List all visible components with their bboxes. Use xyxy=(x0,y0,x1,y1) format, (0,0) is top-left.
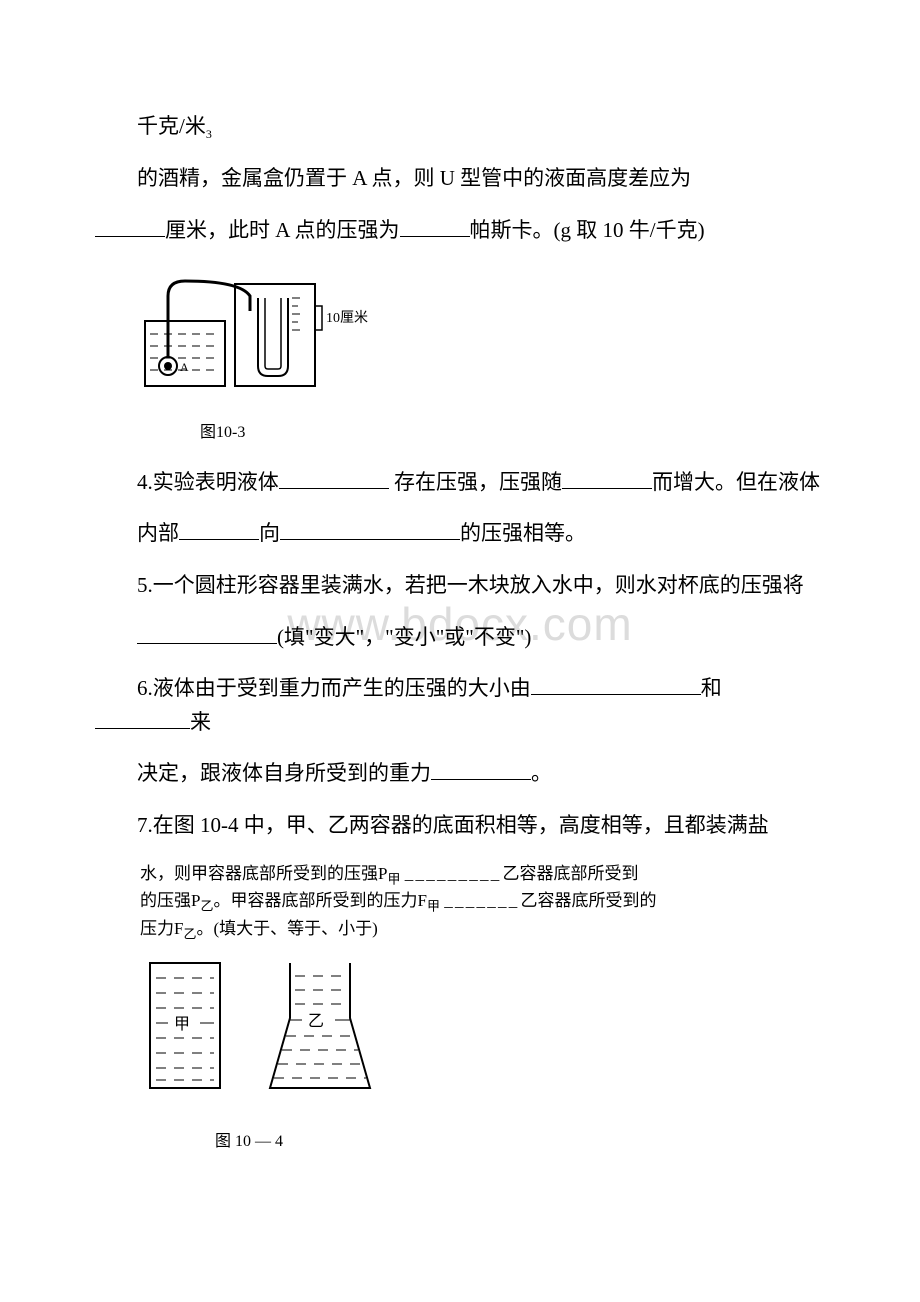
blank-pa xyxy=(400,216,470,237)
fig2-caption: 图 10 — 4 xyxy=(140,1129,825,1155)
figure-10-4: 甲 乙 图 10 — 4 xyxy=(140,958,825,1154)
fig1-caption: 图10-3 xyxy=(140,420,825,446)
p1-text: 千克/米 xyxy=(137,114,206,138)
q6-a: 6.液体由于受到重力而产生的压强的大小由 xyxy=(137,676,531,700)
fig1-10cm-label: 10厘米 xyxy=(326,310,368,326)
p2a: 的酒精，金属盒仍置于 A 点，则 U 型管中的液面高度差应为 xyxy=(95,162,825,196)
blank-q6-3 xyxy=(431,759,531,780)
p1: 千克/米3 xyxy=(95,110,825,144)
q7e-sub2: 乙 xyxy=(200,899,213,914)
q6-d: 决定，跟液体自身所受到的重力 xyxy=(137,761,431,785)
q7e-3b: 。(填大于、等于、小于) xyxy=(196,919,377,938)
q7e-2b: 。甲容器底部所受到的压力F xyxy=(213,891,426,910)
q6-line2: 决定，跟液体自身所受到的重力 。 xyxy=(95,757,825,791)
q7e-sub1: 甲 xyxy=(387,871,400,886)
p1-sub: 3 xyxy=(206,127,212,141)
q4-a: 4.实验表明液体 xyxy=(137,470,279,494)
blank-q4-2 xyxy=(562,468,652,489)
q5-c: (填"变大"，"变小"或"不变") xyxy=(277,625,531,649)
q5: 5.一个圆柱形容器里装满水，若把一木块放入水中，则水对杯底的压强将 xyxy=(95,569,825,603)
q4-line2: 内部 向 的压强相等。 xyxy=(95,517,825,551)
q6-b: 和 xyxy=(701,676,722,700)
q7e-sub3: 甲 xyxy=(427,899,440,914)
yi-label: 乙 xyxy=(308,1013,324,1030)
blank-q5 xyxy=(137,623,277,644)
q7e-1a: 水，则甲容器底部所受到的压强P xyxy=(140,864,387,883)
q7-a: 7.在图 10-4 中，甲、乙两容器的底面积相等，高度相等，且都装满盐 xyxy=(137,813,769,837)
q7e-2a: 的压强P xyxy=(140,891,200,910)
jia-label: 甲 xyxy=(174,1016,190,1033)
blank-q4-1 xyxy=(279,468,389,489)
q6: 6.液体由于受到重力而产生的压强的大小由 和来 xyxy=(95,672,825,739)
q4-d: 内部 xyxy=(137,521,179,545)
q7e-1b: 乙容器底部所受到 xyxy=(502,864,638,883)
blank-cm xyxy=(95,216,165,237)
figure-10-3: A 10厘米 图10-3 xyxy=(140,266,825,446)
q7-embedded: 水，则甲容器底部所受到的压强P甲 _ _ _ _ _ _ _ _ _ 乙容器底部… xyxy=(140,861,825,945)
p2b-b: 帕斯卡。(g 取 10 牛/千克) xyxy=(470,218,705,242)
q7: 7.在图 10-4 中，甲、乙两容器的底面积相等，高度相等，且都装满盐 xyxy=(95,809,825,843)
q7e-3a: 压力F xyxy=(140,919,183,938)
blank-q4-4 xyxy=(280,519,460,540)
q5-a: 5.一个圆柱形容器里装满水，若把一木块放入水中，则水对杯底的压强将 xyxy=(137,573,804,597)
fig-10-3-svg: A 10厘米 xyxy=(140,266,390,406)
blank-q6-1 xyxy=(531,674,701,695)
q7e-sub4: 乙 xyxy=(183,927,196,942)
q4-e: 向 xyxy=(259,521,280,545)
q4: 4.实验表明液体 存在压强，压强随 而增大。但在液体 xyxy=(95,466,825,500)
p2b: 厘米，此时 A 点的压强为 帕斯卡。(g 取 10 牛/千克) xyxy=(95,214,825,248)
q7e-2c: 乙容器底所受到的 xyxy=(520,891,656,910)
q5-line2: (填"变大"，"变小"或"不变") xyxy=(95,621,825,655)
q4-c: 而增大。但在液体 xyxy=(652,470,820,494)
blank-q4-3 xyxy=(179,519,259,540)
q4-f: 的压强相等。 xyxy=(460,521,586,545)
q6-e: 。 xyxy=(531,761,552,785)
page-content: 千克/米3 的酒精，金属盒仍置于 A 点，则 U 型管中的液面高度差应为 厘米，… xyxy=(95,110,825,1154)
blank-q6-2 xyxy=(95,708,190,729)
q4-b: 存在压强，压强随 xyxy=(389,470,562,494)
q6-c: 来 xyxy=(190,710,211,734)
p2b-a: 厘米，此时 A 点的压强为 xyxy=(165,218,400,242)
fig-10-4-svg: 甲 乙 xyxy=(140,958,420,1098)
svg-text:A: A xyxy=(180,360,189,374)
